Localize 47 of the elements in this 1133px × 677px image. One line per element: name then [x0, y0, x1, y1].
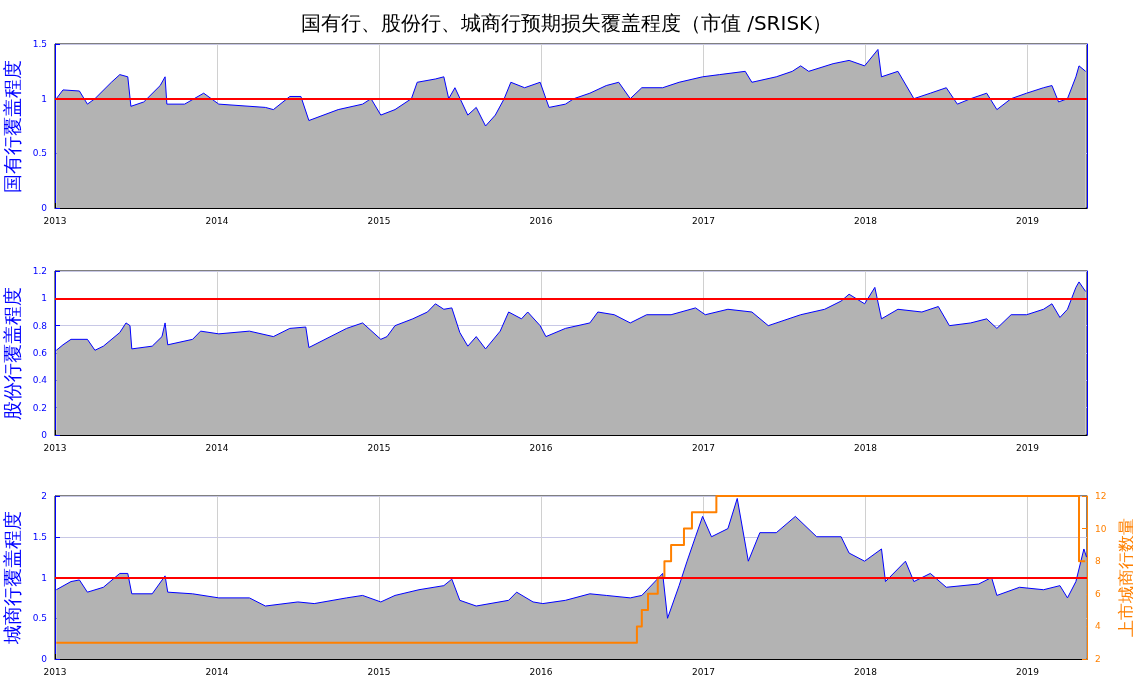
y-tick-label: 2	[41, 491, 47, 501]
x-tick-label: 2018	[854, 666, 878, 677]
x-tick-label: 2019	[1016, 215, 1040, 226]
x-tick-label: 2018	[854, 442, 878, 453]
x-tick-label: 2013	[43, 666, 67, 677]
y-tick-label: 0.4	[32, 375, 48, 386]
x-tick-label: 2015	[367, 442, 391, 453]
y-tick-label: 1	[41, 293, 47, 304]
y-tick-label: 0.5	[32, 613, 47, 624]
y-tick-label: 0	[41, 654, 48, 664]
y-tick-label: 0	[41, 203, 48, 213]
y-tick-label: 1.2	[32, 266, 47, 276]
x-tick-label: 2016	[529, 215, 553, 226]
y2-tick-label: 6	[1095, 588, 1101, 599]
y2-tick-label: 8	[1095, 556, 1101, 567]
x-tick-label: 2014	[205, 666, 229, 677]
y-tick-label: 0.2	[32, 402, 47, 413]
x-tick-label: 2015	[367, 215, 391, 226]
y2-tick-label: 4	[1095, 621, 1101, 632]
chart-title: 国有行、股份行、城商行预期损失覆盖程度（市值 /SRISK）	[300, 11, 833, 35]
y-axis-title: 城商行覆盖程度	[1, 511, 24, 645]
y-tick-label: 1	[41, 93, 47, 104]
x-tick-label: 2015	[367, 666, 391, 677]
y-tick-label: 0.6	[32, 348, 48, 358]
y2-tick-label: 10	[1095, 523, 1107, 534]
y-axis-title: 股份行覆盖程度	[1, 286, 24, 420]
x-tick-label: 2016	[529, 666, 553, 677]
y-tick-label: 1	[41, 572, 47, 583]
x-tick-label: 2017	[692, 215, 715, 226]
y-axis-title: 国有行覆盖程度	[1, 59, 24, 193]
y2-tick-label: 2	[1095, 654, 1101, 664]
x-tick-label: 2014	[205, 442, 229, 453]
x-tick-label: 2013	[43, 215, 67, 226]
y-tick-label: 1.5	[32, 531, 47, 542]
x-tick-label: 2019	[1016, 442, 1040, 453]
y2-tick-label: 12	[1095, 491, 1107, 501]
y-tick-label: 0.8	[32, 320, 48, 331]
x-tick-label: 2017	[692, 666, 715, 677]
y-tick-label: 0.5	[32, 148, 47, 159]
x-tick-label: 2014	[205, 215, 229, 226]
x-tick-label: 2013	[43, 442, 67, 453]
y-tick-label: 1.5	[32, 39, 47, 49]
y-tick-label: 0	[41, 430, 48, 440]
x-tick-label: 2017	[692, 442, 715, 453]
x-tick-label: 2019	[1016, 666, 1040, 677]
x-tick-label: 2016	[529, 442, 553, 453]
x-tick-label: 2018	[854, 215, 878, 226]
